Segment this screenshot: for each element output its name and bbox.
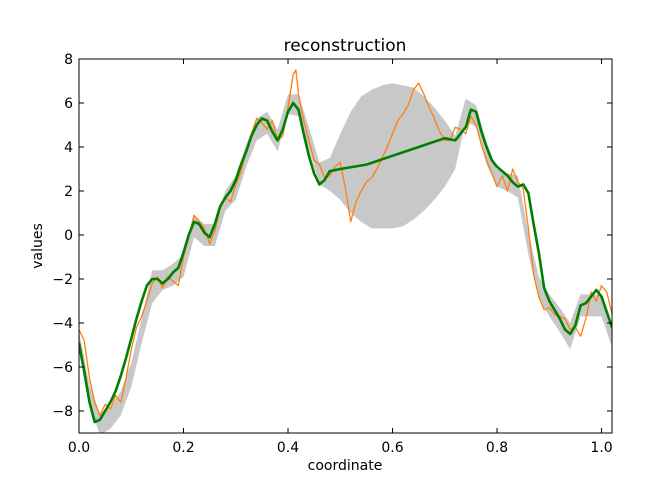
y-tick-label: 8 (64, 52, 73, 68)
y-tick-label: −8 (52, 404, 73, 420)
y-tick-label: −4 (52, 316, 73, 332)
axes: 0.0 0.2 0.4 0.6 0.8 1.0 −8 −6 −4 −2 0 2 4 6 8 (52, 52, 612, 456)
observed-line (79, 69, 612, 417)
x-axis-label: coordinate (308, 458, 383, 474)
x-tick-label: 0.2 (172, 440, 194, 456)
x-tick-label: 1.0 (590, 440, 612, 456)
uncertainty-band (79, 83, 612, 433)
y-tick-label: 2 (64, 184, 73, 200)
y-tick-label: 0 (64, 228, 73, 244)
y-tick-label: 4 (64, 140, 73, 156)
reconstruction-line (79, 101, 612, 424)
y-tick-label: 6 (64, 96, 73, 112)
x-tick-label: 0.8 (486, 440, 508, 456)
x-tick-label: 0.4 (277, 440, 299, 456)
x-tick-label: 0.0 (68, 440, 90, 456)
plot-area (79, 69, 612, 433)
chart-title: reconstruction (284, 36, 407, 56)
plot-frame (78, 58, 613, 434)
x-tick-label: 0.6 (381, 440, 403, 456)
y-tick-label: −2 (52, 272, 73, 288)
y-axis-label: values (30, 223, 46, 269)
y-tick-label: −6 (52, 360, 73, 376)
